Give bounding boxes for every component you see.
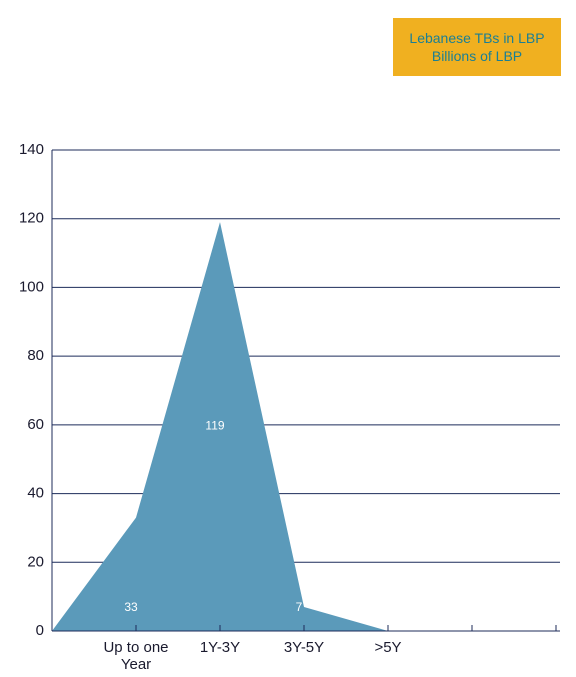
grid (52, 149, 560, 632)
y-tick-label: 140 (19, 141, 44, 158)
y-tick-label: 40 (27, 485, 44, 502)
x-tick-label: 3Y-5Y (283, 639, 325, 656)
x-tick-label: 1Y-3Y (199, 639, 241, 656)
area (52, 222, 388, 631)
x-tick-label: >5Y (374, 639, 402, 656)
title-box: Lebanese TBs in LBP Billions of LBP (393, 18, 561, 76)
x-tick-label: Up to one Year (103, 639, 169, 673)
y-tick-label: 80 (27, 347, 44, 364)
data-label: 7 (296, 600, 303, 614)
y-tick-label: 0 (36, 622, 44, 639)
y-tick-label: 100 (19, 278, 44, 295)
data-label: 33 (124, 600, 138, 614)
chart-subtitle: Billions of LBP (431, 48, 523, 64)
y-tick-label: 60 (27, 416, 44, 433)
data-label: 119 (205, 419, 224, 433)
chart-title: Lebanese TBs in LBP (409, 30, 545, 46)
y-tick-label: 120 (19, 210, 44, 227)
y-tick-label: 20 (27, 553, 44, 570)
